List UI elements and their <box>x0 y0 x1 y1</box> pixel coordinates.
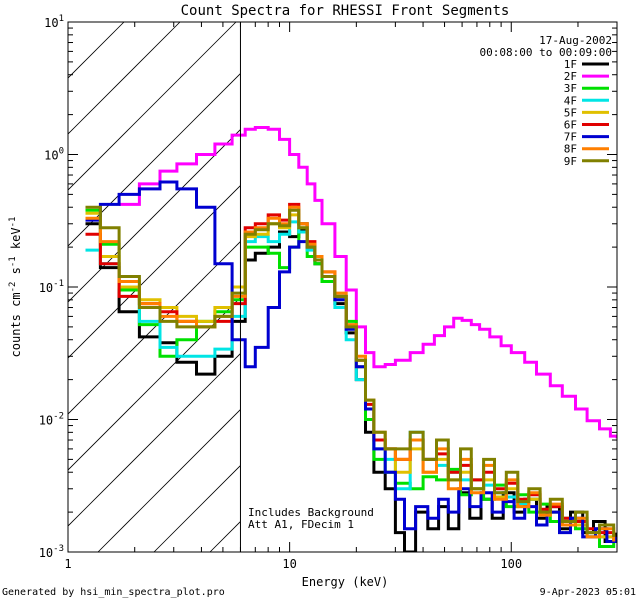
y-tick-label: 10-2 <box>39 412 64 428</box>
series-line-9F <box>85 205 616 537</box>
y-tick-label: 10-3 <box>39 544 64 560</box>
y-tick-label: 101 <box>44 14 64 30</box>
chart-title: Count Spectra for RHESSI Front Segments <box>181 3 510 19</box>
axes-layer: 1 10 100 10-3 10-2 10-1 100 101 <box>39 14 618 571</box>
series-line-8F <box>85 205 616 542</box>
legend-label-7F: 7F <box>564 131 577 144</box>
legend-label-9F: 9F <box>564 155 577 168</box>
x-tick-label: 1 <box>64 557 71 571</box>
legend-label-5F: 5F <box>564 106 577 119</box>
y-tick-label: 10-1 <box>39 279 64 295</box>
x-tick-label: 100 <box>500 557 522 571</box>
footer-timestamp: 9-Apr-2023 05:01 <box>540 587 636 598</box>
legend-label-6F: 6F <box>564 119 577 132</box>
legend-label-2F: 2F <box>564 70 577 83</box>
series-layer <box>85 126 617 552</box>
series-line-2F <box>119 126 617 439</box>
series-line-7F <box>85 180 617 543</box>
series-line-6F <box>85 202 616 537</box>
observation-date: 17-Aug-2002 <box>539 34 612 47</box>
legend-label-3F: 3F <box>564 82 577 95</box>
series-line-1F <box>85 222 617 552</box>
y-axis-label: counts cm-2 s-1 keV-1 <box>8 217 23 358</box>
x-tick-label: 10 <box>282 557 296 571</box>
plot-frame <box>67 21 618 553</box>
annotation-background: Includes Background <box>248 506 374 519</box>
y-tick-label: 100 <box>44 147 64 163</box>
annotation-attenuator: Att A1, FDecim 1 <box>248 518 354 531</box>
time-range: 00:08:00 to 00:09:00 <box>480 46 612 59</box>
x-axis-label: Energy (keV) <box>302 575 389 589</box>
legend-label-8F: 8F <box>564 143 577 156</box>
footer-generator: Generated by hsi_min_spectra_plot.pro <box>2 587 225 598</box>
legend-label-1F: 1F <box>564 58 577 71</box>
hatched-region <box>68 22 241 552</box>
legend-label-4F: 4F <box>564 94 577 107</box>
